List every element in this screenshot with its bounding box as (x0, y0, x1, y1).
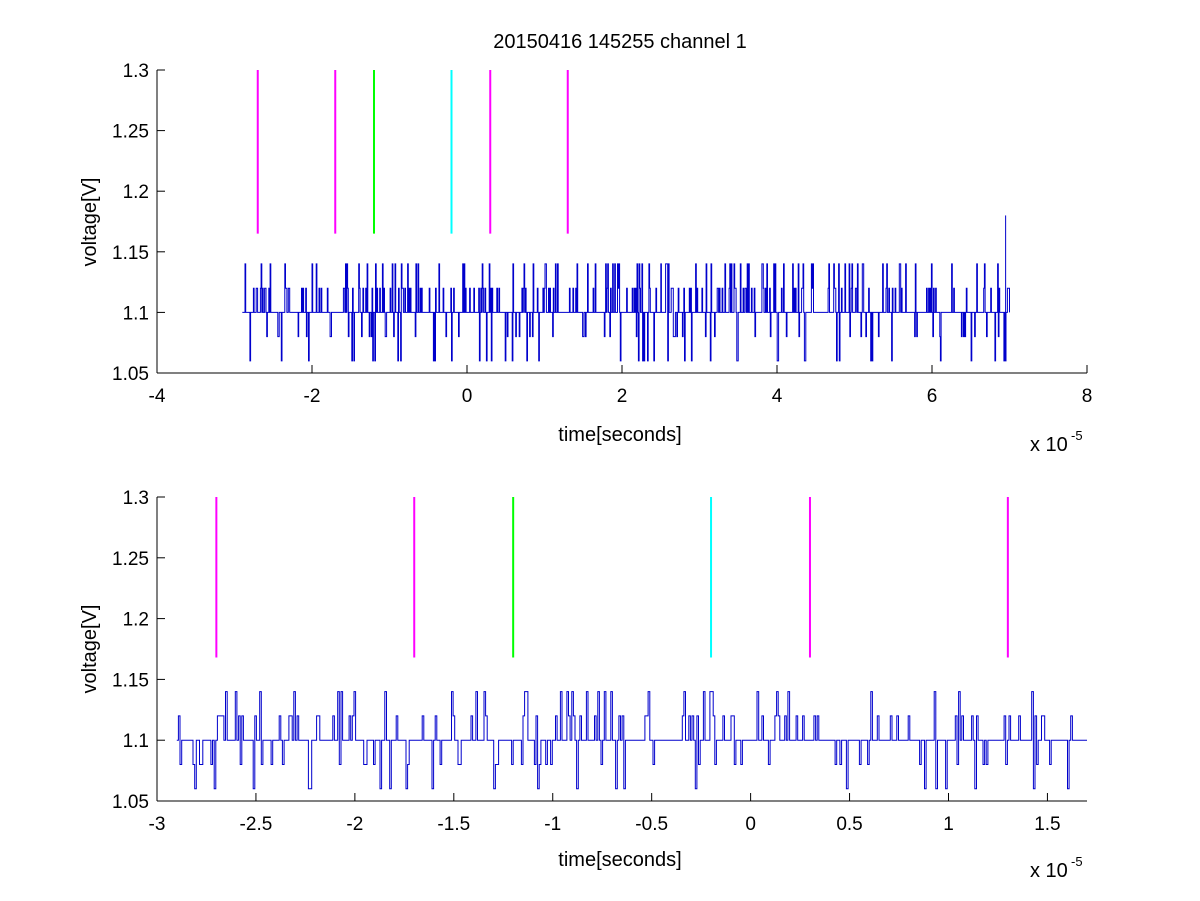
bottom-y-axis-label: voltage[V] (79, 605, 101, 694)
top-marker-lines (256, 70, 569, 234)
y-tick-label: 1.2 (123, 610, 149, 631)
x-tick-label: -4 (149, 386, 166, 407)
bottom-marker-lines (215, 497, 1009, 658)
voltage-series (242, 263, 1010, 362)
x-tick-label: -2 (304, 386, 321, 407)
x-tick-label: 4 (772, 386, 783, 407)
bottom-axes: -3 -2.5 -2 -1.5 -1 -0.5 0 0.5 1 1.5 1.05 1.1 1.15 1.2… (79, 488, 1087, 882)
x-tick-label: -3 (149, 814, 166, 835)
bottom-axes-frame (156, 497, 1087, 802)
bottom-x-axis-label: time[seconds] (558, 849, 681, 871)
top-axis-ticks: -4 -2 0 2 4 6 8 1.05 1.1 1.15 1.2 1.25 1.3 (112, 61, 1092, 407)
y-tick-label: 1.15 (112, 243, 149, 264)
y-tick-label: 1.25 (112, 549, 149, 570)
x-tick-label: 0 (462, 386, 473, 407)
y-tick-label: 1.1 (123, 731, 149, 752)
top-x-exponent-label: x 10 (1030, 434, 1068, 456)
y-tick-label: 1.15 (112, 670, 149, 691)
bottom-voltage-trace (176, 691, 1087, 790)
y-tick-label: 1.05 (112, 792, 149, 813)
x-tick-label: 6 (927, 386, 938, 407)
figure-title: 20150416 145255 channel 1 (493, 31, 747, 53)
x-tick-label: 1.5 (1034, 814, 1060, 835)
bottom-x-exponent-power: -5 (1071, 854, 1083, 869)
top-x-exponent-power: -5 (1071, 428, 1083, 443)
x-tick-label: 0.5 (836, 814, 862, 835)
top-x-axis-label: time[seconds] (558, 424, 681, 446)
y-tick-label: 1.25 (112, 122, 149, 143)
x-tick-label: 8 (1082, 386, 1093, 407)
x-tick-label: -0.5 (635, 814, 668, 835)
x-tick-label: 2 (617, 386, 628, 407)
x-tick-label: 1 (943, 814, 954, 835)
top-y-axis-label: voltage[V] (79, 178, 101, 267)
x-tick-label: -1 (544, 814, 561, 835)
y-tick-label: 1.05 (112, 364, 149, 385)
x-tick-label: 0 (745, 814, 756, 835)
bottom-axis-ticks: -3 -2.5 -2 -1.5 -1 -0.5 0 0.5 1 1.5 1.05 1.1 1.15 1.2… (112, 488, 1061, 835)
voltage-series (176, 691, 1087, 790)
bottom-x-exponent-label: x 10 (1030, 860, 1068, 882)
y-tick-label: 1.2 (123, 182, 149, 203)
y-tick-label: 1.3 (123, 488, 149, 509)
top-voltage-trace (242, 215, 1010, 362)
y-tick-label: 1.3 (123, 61, 149, 82)
y-tick-label: 1.1 (123, 303, 149, 324)
x-tick-label: -2 (346, 814, 363, 835)
x-tick-label: -2.5 (240, 814, 273, 835)
top-axes: -4 -2 0 2 4 6 8 1.05 1.1 1.15 1.2 1.25 1.3 time[seco… (79, 61, 1092, 456)
x-tick-label: -1.5 (437, 814, 470, 835)
